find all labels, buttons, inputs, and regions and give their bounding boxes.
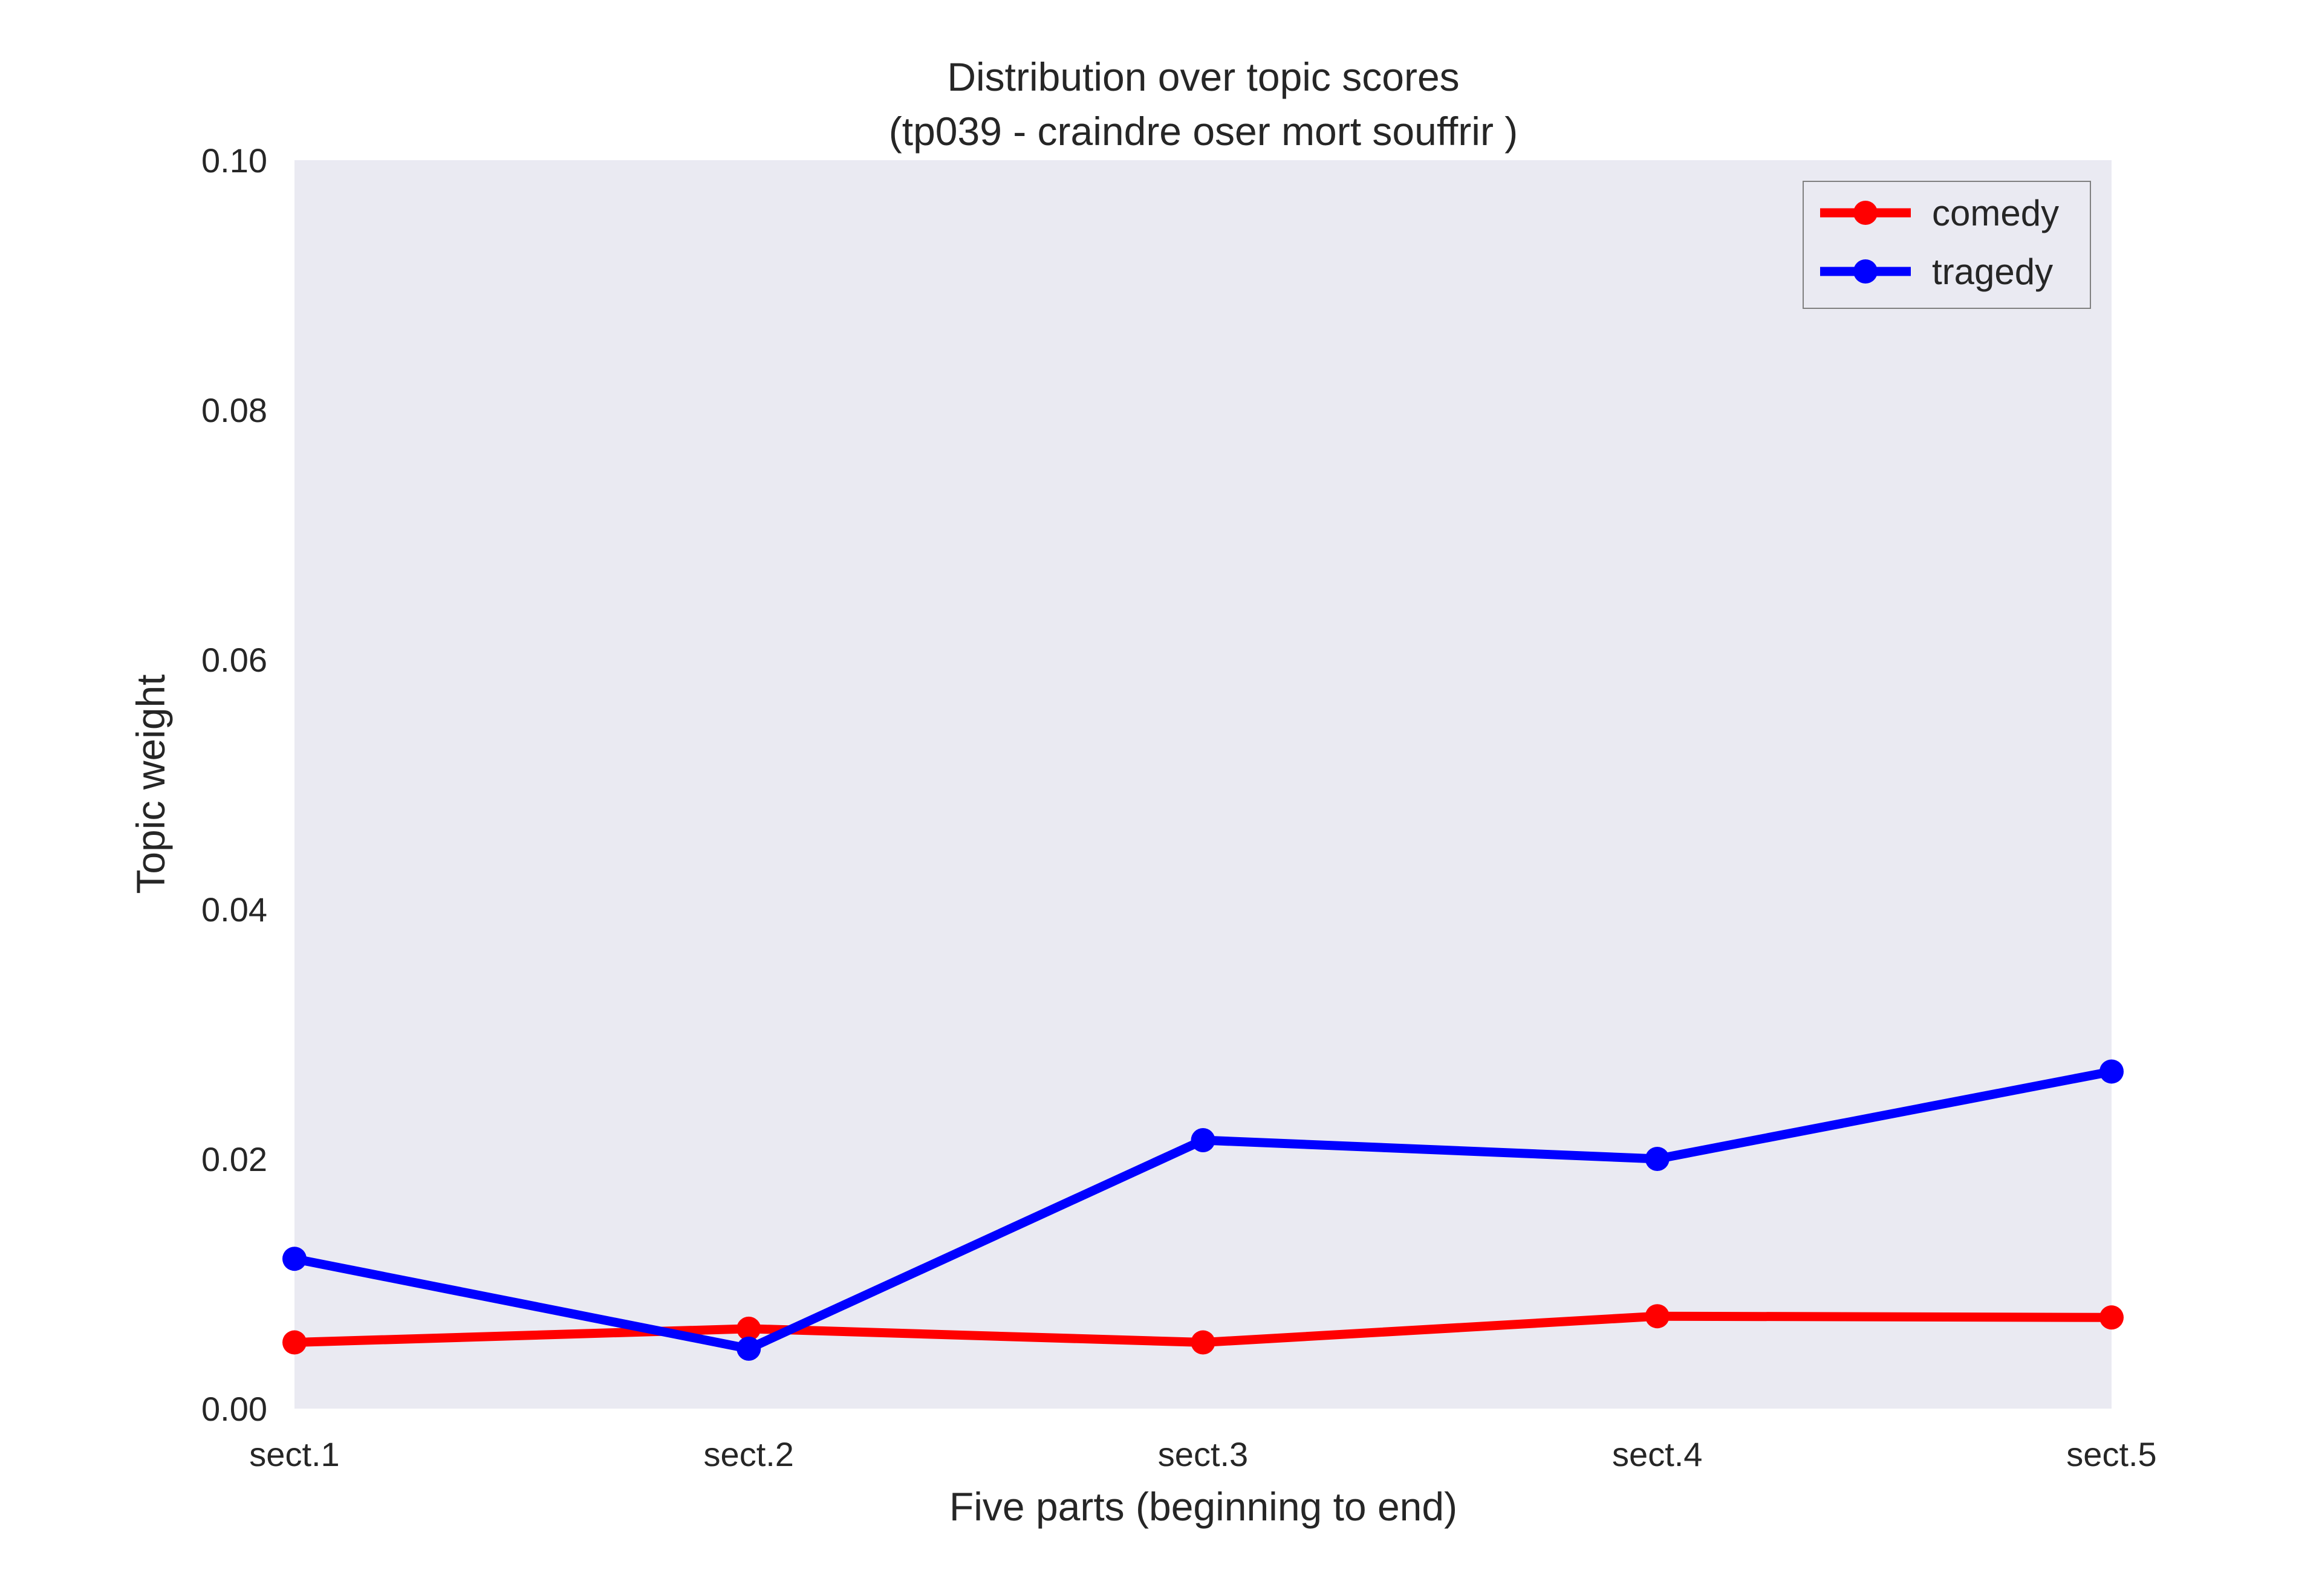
x-tick-label: sect.2 [704, 1435, 794, 1473]
legend-label-tragedy: tragedy [1932, 251, 2053, 292]
data-point-tragedy [282, 1247, 307, 1271]
data-point-comedy [1645, 1304, 1670, 1329]
x-tick-label: sect.5 [2066, 1435, 2156, 1473]
y-tick-label: 0.10 [201, 141, 267, 180]
y-axis-label: Topic weight [128, 674, 173, 894]
y-axis: 0.00 0.02 0.04 0.06 0.08 0.10 [201, 141, 267, 1428]
data-point-comedy [1191, 1330, 1215, 1355]
data-point-tragedy [1645, 1147, 1670, 1171]
legend-label-comedy: comedy [1932, 193, 2059, 233]
series-group [282, 1059, 2124, 1361]
legend-marker-tragedy [1853, 259, 1878, 284]
y-tick-label: 0.00 [201, 1390, 267, 1428]
x-tick-label: sect.4 [1612, 1435, 1702, 1473]
x-axis-label: Five parts (beginning to end) [949, 1484, 1457, 1529]
data-point-tragedy [2099, 1059, 2124, 1084]
data-point-tragedy [737, 1336, 761, 1361]
y-tick-label: 0.02 [201, 1140, 267, 1178]
y-tick-label: 0.08 [201, 391, 267, 429]
x-tick-label: sect.1 [249, 1435, 339, 1473]
legend-box [1803, 181, 2091, 309]
x-tick-label: sect.3 [1158, 1435, 1248, 1473]
y-tick-label: 0.06 [201, 641, 267, 679]
legend-marker-comedy [1853, 201, 1878, 225]
data-point-comedy [737, 1316, 761, 1341]
x-axis: sect.1 sect.2 sect.3 sect.4 sect.5 [249, 1435, 2156, 1473]
y-tick-label: 0.04 [201, 890, 267, 929]
data-point-comedy [282, 1330, 307, 1355]
legend: comedy tragedy [1803, 181, 2091, 309]
chart-title: Distribution over topic scores [947, 54, 1459, 99]
chart-subtitle: (tp039 - craindre oser mort souffrir ) [889, 109, 1518, 154]
data-point-tragedy [1191, 1128, 1215, 1153]
data-point-comedy [2099, 1305, 2124, 1330]
plot-area [294, 160, 2112, 1409]
